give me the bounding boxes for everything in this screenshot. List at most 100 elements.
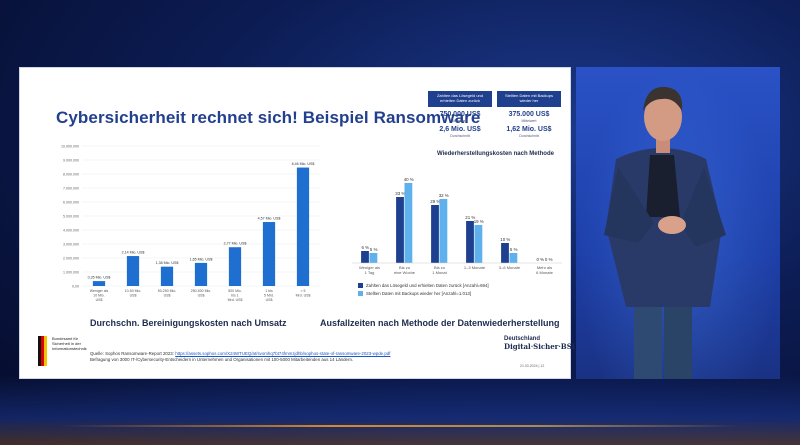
bar — [466, 221, 474, 263]
speaker-shirt — [646, 155, 680, 217]
bar-value-label: 2,14 Mio. US$ — [122, 251, 145, 255]
info-card-ransom-paid: Zahlten das Lösegeld und erhielten Daten… — [428, 91, 492, 138]
bar-value-label: 33 % — [395, 191, 405, 196]
info-card-mean-label: Durchschnitt — [519, 134, 539, 138]
bar-value-label: 6 % — [362, 245, 370, 250]
x-tick-label: US$ — [130, 294, 137, 298]
legend-swatch — [358, 291, 363, 296]
info-card-header: Zahlten das Lösegeld und erhielten Daten… — [428, 91, 492, 107]
y-tick-label: 4.000.000 — [63, 229, 79, 233]
x-tick-label: Bis zu — [399, 265, 410, 270]
federal-eagle-icon — [38, 336, 47, 366]
bar — [396, 197, 404, 263]
bar-value-label: 32 % — [439, 193, 449, 198]
x-tick-label: 1 Tag — [365, 270, 375, 275]
info-card-mean: 2,6 Mio. US$ — [439, 126, 481, 133]
bar-value-label: 5 % — [510, 247, 518, 252]
slide-date: 21.03.2024 | 12 — [520, 364, 545, 368]
bar — [296, 167, 310, 286]
x-tick-label: > 5 — [301, 289, 306, 293]
bar-value-label: 1,65 Mio. US$ — [190, 257, 213, 261]
bar-value-label: 40 % — [404, 177, 414, 182]
bar — [126, 256, 140, 286]
x-tick-label: 10 Mio. — [93, 294, 105, 298]
speaker-hands — [658, 216, 686, 234]
bar — [361, 251, 369, 263]
info-card-header: Stellten Daten mit Backups wieder her — [497, 91, 561, 107]
info-card-median-label: Mittelwert — [521, 119, 537, 123]
y-tick-label: 0,00 — [72, 285, 79, 289]
bsi-logo: Bundesamt für Sicherheit in der Informat… — [38, 336, 92, 372]
bar-value-label: 19 % — [474, 219, 484, 224]
x-tick-label: 50-250 Mio. — [158, 289, 177, 293]
info-card-median: 750.000 US$ — [439, 111, 481, 118]
bar-value-label: 2,77 Mio. US$ — [224, 242, 247, 246]
stage-screen — [576, 67, 780, 379]
slide-title: Cybersicherheit rechnet sich! Beispiel R… — [56, 108, 481, 127]
bar — [369, 253, 378, 263]
source-label: Quelle: Sophos Ransomware-Report 2023: — [90, 351, 174, 356]
right-chart-caption: Ausfallzeiten nach Methode der Datenwied… — [320, 318, 560, 328]
info-card-median: 375.000 US$ — [508, 111, 550, 118]
stage-floor-glow — [0, 375, 800, 445]
y-tick-label: 8.000.000 — [63, 173, 79, 177]
x-tick-label: 1 Monat — [432, 270, 447, 275]
brand-mark: Deutschland Digital·Sicher·BSI — [504, 336, 575, 350]
y-tick-label: 10.000.000 — [61, 145, 79, 149]
legend-label: Stellten Daten mit Backups wieder her [A… — [366, 291, 471, 296]
source-link[interactable]: https://assets.sophos.com/X24WTUEQ/at/sv… — [175, 351, 391, 356]
cleanup-cost-chart: 0,00 1.000.000 2.000.000 3.000.000 4.000.000… — [61, 145, 320, 302]
bar-value-label: 0 % — [545, 257, 553, 262]
bar — [92, 281, 106, 286]
info-card-backup: Stellten Daten mit Backups wieder her 37… — [497, 91, 561, 138]
bar — [501, 243, 509, 263]
bar-value-label: 10 % — [500, 237, 510, 242]
x-tick-label: US$ — [164, 294, 171, 298]
bar — [228, 247, 242, 286]
x-tick-label: eine Woche — [394, 270, 416, 275]
bar — [431, 205, 439, 263]
speaker-neck — [656, 137, 670, 153]
source-description: Befragung von 3000 IT-/Cybersecurity-Ent… — [90, 357, 354, 362]
brand-line2: Digital·Sicher·BSI — [504, 342, 576, 351]
y-tick-label: 6.000.000 — [63, 201, 79, 205]
y-tick-label: 3.000.000 — [63, 243, 79, 247]
bar — [474, 225, 483, 263]
info-card-mean-label: Durchschnitt — [450, 134, 470, 138]
x-tick-label: Mrd. US$ — [296, 294, 311, 298]
x-tick-label: Bis zu — [434, 265, 445, 270]
x-tick-label: Weniger als — [359, 265, 380, 270]
y-tick-label: 2.000.000 — [63, 257, 79, 261]
x-tick-label: 10-50 Mio. — [125, 289, 142, 293]
x-tick-label: 1 bis — [265, 289, 273, 293]
bar-value-label: 21 % — [465, 215, 475, 220]
bar-value-label: 0,35 Mio. US$ — [88, 276, 111, 280]
y-tick-label: 7.000.000 — [63, 187, 79, 191]
x-tick-label: 3–6 Monate — [499, 265, 521, 270]
speaker-arm-right — [680, 167, 726, 247]
x-tick-label: Mrd. US$ — [228, 298, 243, 302]
legend-label: Zahlten das Lösegeld und erhielten Daten… — [366, 283, 489, 288]
bar-value-label: 4,57 Mio. US$ — [258, 217, 281, 221]
info-card-mean: 1,62 Mio. US$ — [506, 126, 552, 133]
y-tick-label: 1.000.000 — [63, 271, 79, 275]
speaker-head — [644, 93, 682, 141]
bar-value-label: 1,38 Mio. US$ — [156, 261, 179, 265]
x-tick-label: bis 1 — [231, 294, 238, 298]
bar — [262, 222, 276, 286]
speaker-figure — [604, 86, 726, 379]
x-tick-label: US$ — [96, 298, 103, 302]
legend-swatch — [358, 283, 363, 288]
speaker-arm-left — [604, 167, 654, 243]
brand-line1: Deutschland — [504, 336, 541, 342]
bar-value-label: 8,46 Mio. US$ — [292, 162, 315, 166]
x-tick-label: US$ — [266, 298, 273, 302]
x-tick-label: Mehr als — [537, 265, 552, 270]
x-tick-label: 5 Mrd. — [264, 294, 274, 298]
stage-light-streak — [60, 425, 740, 427]
bar — [509, 253, 518, 263]
recovery-costs-heading: Wiederherstellungskosten nach Methode — [437, 151, 554, 157]
y-tick-label: 5.000.000 — [63, 215, 79, 219]
left-chart-caption: Durchschn. Bereinigungskosten nach Umsat… — [90, 318, 287, 328]
